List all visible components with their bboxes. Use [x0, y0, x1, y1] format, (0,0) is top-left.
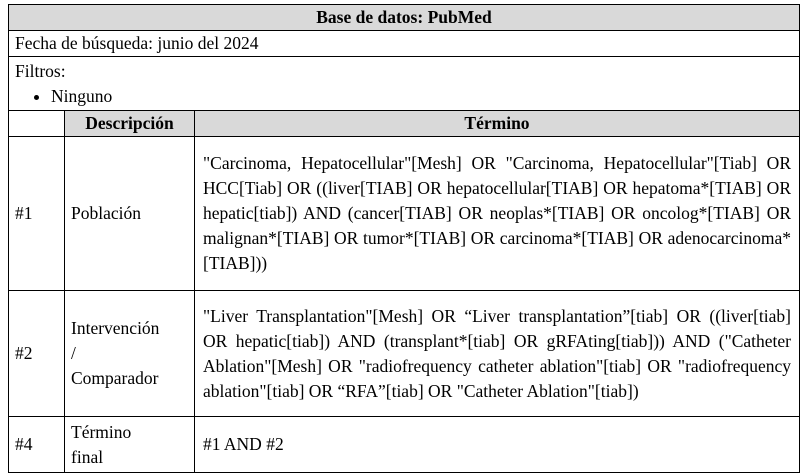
search-table: Base de datos: PubMed Fecha de búsqueda:… — [8, 4, 800, 473]
description-line: final — [71, 446, 104, 467]
column-header: Descripción — [64, 110, 195, 137]
description-line: / — [71, 343, 76, 363]
filter-item: Ninguno — [51, 84, 793, 109]
table-title: Base de datos: PubMed — [8, 4, 800, 31]
row-description: Intervención / Comparador — [64, 290, 195, 417]
row-description: Término final — [64, 416, 195, 473]
header-empty — [8, 110, 65, 137]
row-term: "Carcinoma, Hepatocellular"[Mesh] OR "Ca… — [194, 136, 800, 291]
table-body: Base de datos: PubMed Fecha de búsqueda:… — [8, 4, 800, 473]
description-line: Comparador — [71, 368, 159, 388]
table-row: #1 Población "Carcinoma, Hepatocellular"[M… — [8, 136, 800, 291]
filters-label: Filtros: — [15, 60, 66, 81]
column-header: Término — [194, 110, 800, 137]
filters-cell: Filtros: Ninguno — [8, 56, 800, 111]
table-row: #4 Término final #1 AND #2 — [8, 416, 800, 473]
row-id: #1 — [8, 136, 65, 291]
description-line: Término — [71, 421, 132, 442]
row-term: #1 AND #2 — [194, 416, 800, 473]
filters-list: Ninguno — [15, 84, 793, 109]
row-id: #2 — [8, 290, 65, 417]
description-line: Intervención — [71, 318, 160, 338]
row-description: Población — [64, 136, 195, 291]
row-term: "Liver Transplantation"[Mesh] OR “Liver … — [194, 290, 800, 417]
description-line: Población — [71, 203, 141, 223]
table-row: #2 Intervención / Comparador "Liver Transpla… — [8, 290, 800, 417]
row-id: #4 — [8, 416, 65, 473]
search-date: Fecha de búsqueda: junio del 2024 — [8, 30, 800, 57]
